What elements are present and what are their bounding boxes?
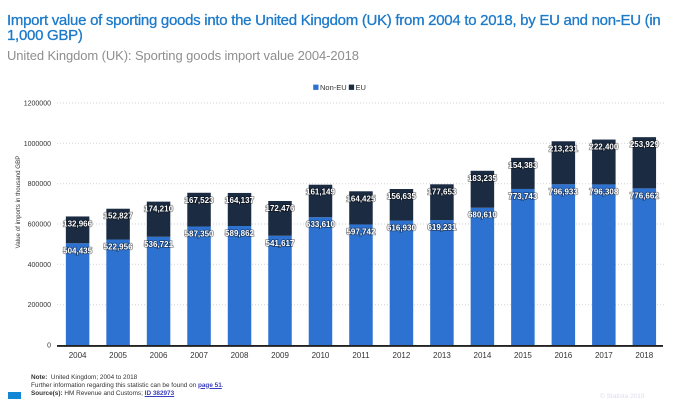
svg-text:504,435: 504,435 — [63, 246, 92, 255]
svg-text:2010: 2010 — [312, 351, 330, 360]
svg-text:400000: 400000 — [28, 262, 51, 269]
svg-text:1200000: 1200000 — [24, 101, 51, 108]
svg-text:680,610: 680,610 — [468, 211, 497, 220]
svg-text:589,862: 589,862 — [225, 229, 254, 238]
svg-text:161,149: 161,149 — [306, 188, 335, 197]
svg-text:2017: 2017 — [595, 351, 613, 360]
svg-text:253,929: 253,929 — [630, 140, 659, 149]
svg-text:633,610: 633,610 — [306, 220, 335, 229]
svg-text:2007: 2007 — [190, 351, 208, 360]
svg-text:177,653: 177,653 — [427, 187, 456, 196]
svg-text:796,308: 796,308 — [589, 187, 618, 196]
svg-text:172,476: 172,476 — [266, 204, 295, 213]
svg-text:619,231: 619,231 — [427, 223, 456, 232]
svg-text:1000000: 1000000 — [24, 141, 51, 148]
svg-text:522,956: 522,956 — [104, 243, 133, 252]
svg-text:2013: 2013 — [433, 351, 451, 360]
svg-text:2005: 2005 — [109, 351, 127, 360]
svg-text:213,231: 213,231 — [549, 144, 578, 153]
svg-text:597,742: 597,742 — [346, 227, 375, 236]
svg-text:154,383: 154,383 — [508, 161, 537, 170]
svg-text:800000: 800000 — [28, 181, 51, 188]
svg-text:164,137: 164,137 — [225, 196, 254, 205]
svg-text:536,721: 536,721 — [144, 240, 173, 249]
svg-text:Value of imports in thousand G: Value of imports in thousand GBP — [15, 156, 22, 249]
svg-text:776,662: 776,662 — [630, 191, 659, 200]
svg-text:174,210: 174,210 — [144, 205, 173, 214]
svg-text:132,966: 132,966 — [63, 219, 92, 228]
svg-text:152,827: 152,827 — [104, 212, 133, 221]
svg-text:0: 0 — [47, 343, 51, 350]
svg-text:2006: 2006 — [150, 351, 168, 360]
svg-text:616,930: 616,930 — [387, 224, 416, 233]
svg-text:164,425: 164,425 — [346, 194, 375, 203]
svg-text:2015: 2015 — [514, 351, 532, 360]
svg-text:2018: 2018 — [635, 351, 653, 360]
svg-text:587,350: 587,350 — [185, 230, 214, 239]
svg-text:600000: 600000 — [28, 222, 51, 229]
svg-text:183,235: 183,235 — [468, 174, 497, 183]
svg-text:167,523: 167,523 — [185, 196, 214, 205]
svg-text:2016: 2016 — [554, 351, 572, 360]
svg-text:EU: EU — [356, 83, 366, 92]
svg-text:Non-EU: Non-EU — [320, 83, 347, 92]
svg-text:200000: 200000 — [28, 302, 51, 309]
svg-text:156,635: 156,635 — [387, 192, 416, 201]
svg-text:773,743: 773,743 — [508, 192, 537, 201]
svg-text:2004: 2004 — [69, 351, 87, 360]
svg-text:2011: 2011 — [352, 351, 370, 360]
svg-text:2009: 2009 — [271, 351, 289, 360]
svg-text:796,933: 796,933 — [549, 187, 578, 196]
svg-text:2008: 2008 — [231, 351, 249, 360]
svg-text:541,617: 541,617 — [266, 239, 295, 248]
svg-text:2012: 2012 — [393, 351, 411, 360]
svg-text:222,400: 222,400 — [589, 143, 618, 152]
svg-text:2014: 2014 — [474, 351, 492, 360]
